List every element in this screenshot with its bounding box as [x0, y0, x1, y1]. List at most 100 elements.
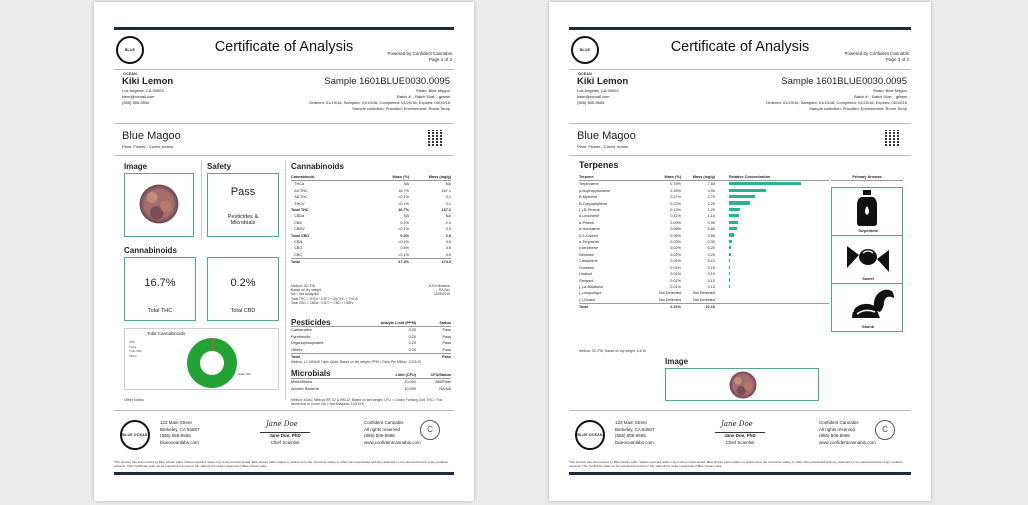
qr-code-icon: [885, 130, 901, 146]
safety-sub: Pesticides & Microbials: [227, 214, 259, 226]
table-row: CBC <0.1% 0.0: [291, 252, 451, 257]
signer: Jane Doe, PhD Chief Scientist: [260, 432, 310, 446]
aroma-skunk: Skunk: [832, 284, 902, 332]
signature: Jane Doe: [721, 420, 753, 428]
concentration-bar-cell: [719, 226, 829, 232]
client-details: Los Angeles, CA 90003 kiem@ccmail.com (555…: [122, 88, 164, 105]
sample-details: Strain: Blue Magoo Batch #: ; Batch Size:…: [309, 88, 450, 111]
sample-details: Strain: Blue Magoo Batch #: ; Batch Size:…: [766, 88, 907, 111]
table-row: Total THC 16.7% 167.2: [291, 208, 451, 213]
powered-by: Powered by Confident Cannabis Page 1 of 3: [387, 51, 452, 62]
table-row: THCV <0.1% 0.1: [291, 201, 451, 206]
concentration-bar: [729, 195, 755, 199]
donut-outer-label: Total THC: [238, 372, 252, 376]
total-cbd-value: 0.2%: [230, 277, 256, 289]
table-row: Total 17.4% 174.3: [291, 258, 451, 265]
top-rule: [569, 27, 911, 30]
coa-page-1: BLUE OCEAN Certificate of Analysis Power…: [94, 2, 474, 501]
other-notes: Other Notes:: [124, 398, 145, 402]
concentration-bar: [729, 278, 731, 282]
strain-sub: Plant, Flower - Cured, Indoor: [577, 144, 629, 149]
aromas-box: Turpentine Sweet Skunk: [831, 187, 903, 332]
table-row: THCa NA NA: [291, 182, 451, 187]
client-name: Kiki Lemon: [122, 76, 174, 87]
aromas-header: Primary Aromas: [831, 174, 903, 182]
concentration-bar: [729, 252, 731, 256]
image-heading: Image: [665, 357, 689, 366]
bottom-rule: [114, 472, 454, 475]
terpenes-heading: Terpenes: [579, 160, 619, 170]
client-details: Los Angeles, CA 90003 kiem@ccmail.com (555…: [577, 88, 619, 105]
pesticides-note: Method: LC-MS/MS Triple Quad; Based on d…: [291, 360, 422, 364]
terpenes-table: Terpene Mass (%) Mass (mg/g) Relative Co…: [579, 174, 829, 311]
lab-address: 123 Main Street Berkeley, CA 94587 (555) …: [160, 420, 200, 445]
sample-image-frame: [665, 368, 819, 401]
concentration-bar-cell: [719, 213, 829, 219]
donut-chart-box: Total Cannabinoids CBD THCa Total CBD CBGa…: [124, 328, 279, 390]
table-row: α-Terpinene 0.03% 0.30: [579, 239, 829, 245]
cannabinoids-heading: Cannabinoids: [124, 246, 177, 255]
table-row: α-Humulene 0.08% 0.80: [579, 226, 829, 232]
table-row: Total CBD 0.2% 2.0: [291, 233, 451, 238]
table-row: γ-terpinene 0.02% 0.20: [579, 245, 829, 251]
table-row: Camphene 0.01% 0.10: [579, 258, 829, 264]
donut-title: Total Cannabinoids: [147, 331, 186, 336]
concentration-bar: [729, 284, 731, 288]
flower-image: [726, 371, 760, 399]
table-row: CBG 0.5% 4.5: [291, 246, 451, 251]
table-row: Pyrethroids 0.20 Pass: [291, 334, 451, 339]
table-row: Aerobic Bacteria 10,000 NA/NA: [291, 386, 451, 391]
powered-by: Powered by Confident Cannabis Page 3 of 3: [844, 51, 909, 62]
concentration-bar: [729, 207, 741, 212]
turpentine-icon: [857, 190, 877, 226]
table-row: Others 0.20 Pass: [291, 347, 451, 352]
table-row: δ-3-Carene 0.05% 0.50: [579, 233, 829, 239]
concentration-bar-cell: [719, 245, 829, 251]
safety-status: Pass: [230, 186, 256, 198]
concentration-bar-cell: [719, 278, 829, 284]
concentration-bar-cell: [719, 284, 829, 290]
cc-seal-icon: C: [420, 420, 440, 440]
flower-image: [136, 182, 182, 226]
concentration-bar-cell: [719, 252, 829, 258]
concentration-bar-cell: [719, 258, 829, 264]
safety-box: Pass Pesticides & Microbials: [207, 173, 279, 237]
table-row: CBDV <0.1% 0.0: [291, 227, 451, 232]
table-row: Nerolidol 0.02% 0.20: [579, 252, 829, 258]
concentration-bar: [729, 271, 731, 276]
table-row: Organophosphates 0.20 Pass: [291, 341, 451, 346]
concentration-bar-cell: [719, 181, 829, 187]
concentration-bar: [729, 188, 766, 192]
signer: Jane Doe, PhD Chief Scientist: [715, 432, 765, 446]
table-row: Linalool 0.01% 0.10: [579, 271, 829, 277]
concentration-bar-cell: [719, 220, 829, 226]
top-rule: [114, 27, 454, 30]
bottom-rule: [569, 472, 911, 475]
qr-code-icon: [428, 130, 444, 146]
lab-address: 123 Main Street Berkeley, CA 94587 (555) …: [615, 420, 655, 445]
total-thc-box: 16.7% Total THC: [124, 257, 196, 321]
table-row: p-Isopropyltoluene 0.39% 3.90: [579, 188, 829, 194]
lab-logo: BLUE OCEAN: [571, 36, 599, 76]
concentration-bar: [729, 201, 750, 205]
footer-lab-logo: BLUE OCEAN: [120, 420, 150, 450]
table-row: Carbamates 0.20 Pass: [291, 328, 451, 333]
table-row: Analyte Limit (PPM) Status: [291, 320, 451, 328]
sample-image-frame: [124, 173, 194, 237]
disclaimer: This product has been tested by Blue Oce…: [569, 460, 903, 468]
aroma-sweet: Sweet: [832, 236, 902, 284]
table-row: α-Pinene 0.09% 0.90: [579, 220, 829, 226]
candy-icon: [847, 246, 889, 272]
concentration-bar: [729, 214, 740, 218]
disclaimer: This product has been tested by Blue Oce…: [114, 460, 448, 468]
table-row: Δ9-THC 16.7% 167.1: [291, 188, 451, 193]
aroma-turpentine: Turpentine: [832, 188, 902, 236]
table-row: CBN <0.1% 0.6: [291, 240, 451, 245]
terpenes-note: Method: GC-FID; Based on dry weight; 1/4…: [579, 349, 646, 353]
concentration-bar: [729, 233, 734, 237]
concentration-bar: [729, 265, 731, 269]
total-cbd-box: 0.2% Total CBD: [207, 257, 279, 321]
table-row: (-)-B-Pinene 0.12% 1.20: [579, 207, 829, 213]
client-name: Kiki Lemon: [577, 76, 629, 87]
footer-lab-logo: BLUE OCEAN: [575, 420, 605, 450]
